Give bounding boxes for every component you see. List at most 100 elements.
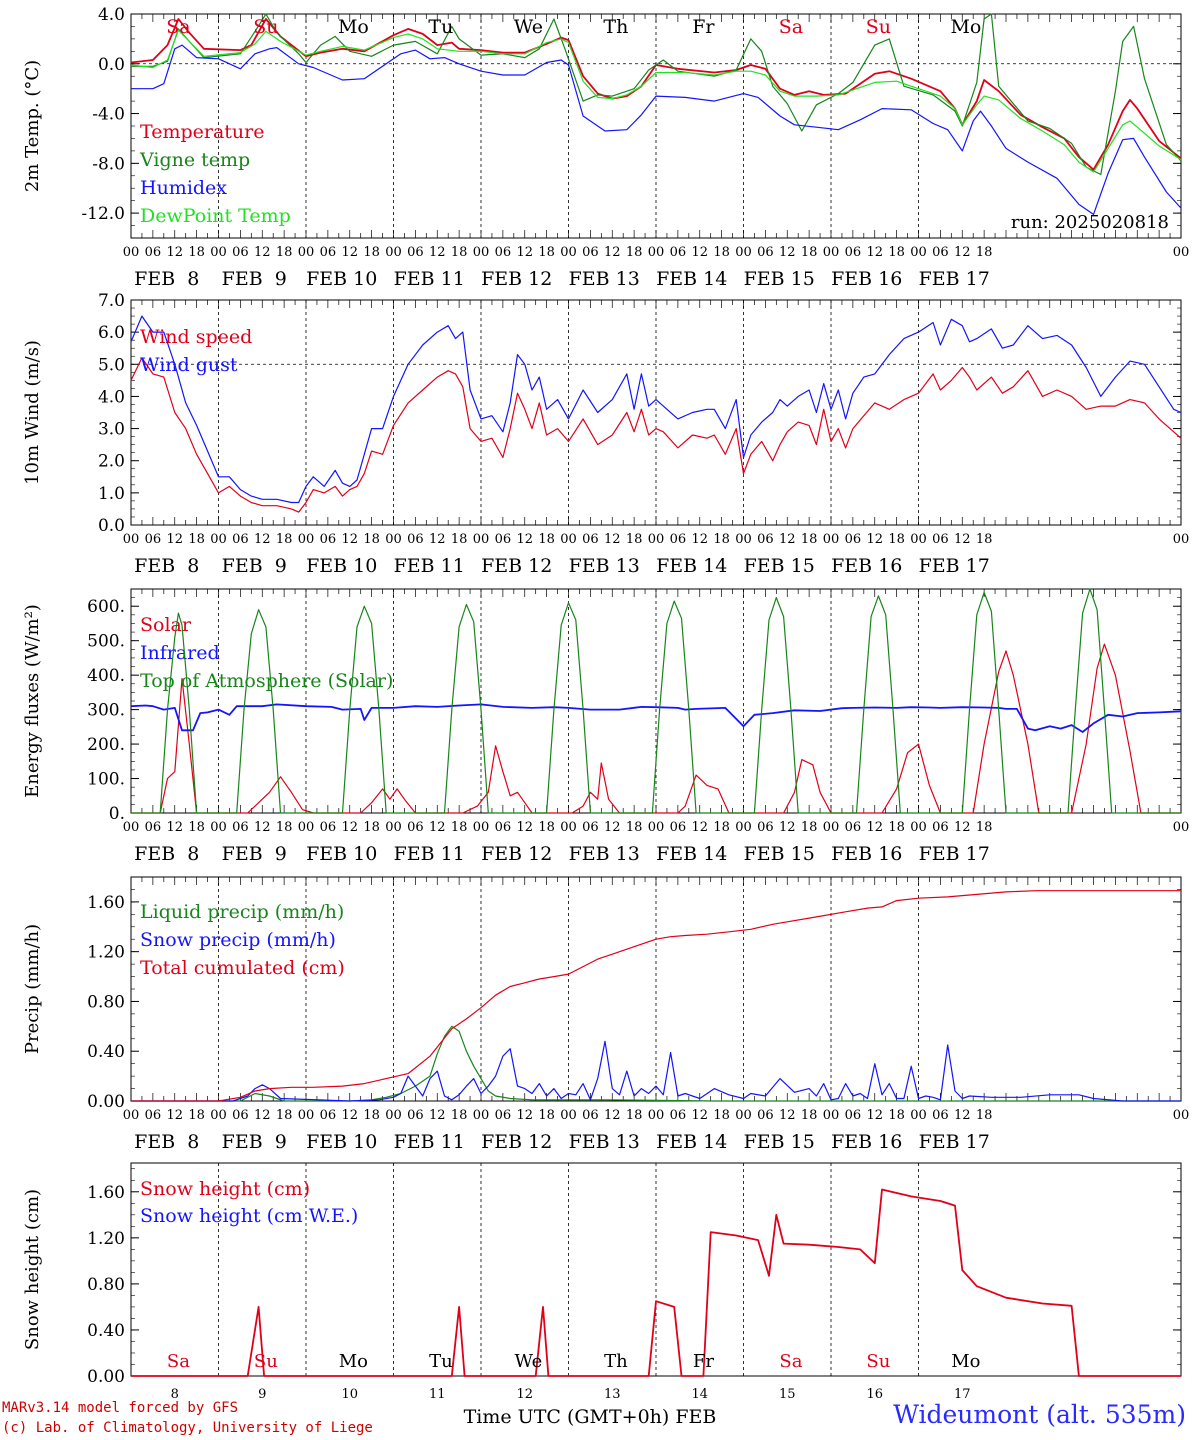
legend-entry: Liquid precip (mm/h) <box>140 901 344 923</box>
series-line-humidex <box>131 44 1182 215</box>
hour-tick-label: 18 <box>363 245 380 260</box>
hour-tick-label: 12 <box>866 532 883 547</box>
hour-tick-label: 00 <box>910 532 927 547</box>
y-tick-label: 200. <box>87 735 125 755</box>
hour-tick-label: 06 <box>232 820 249 835</box>
weekday-label: Th <box>603 16 628 38</box>
run-label: run: 2025020818 <box>1011 212 1169 233</box>
weekday-label: Mo <box>338 16 369 38</box>
hour-tick-label: 00 <box>648 245 665 260</box>
hour-tick-label: 06 <box>407 245 424 260</box>
hour-tick-label: 18 <box>888 820 905 835</box>
day-label: FEB 17 <box>919 843 990 865</box>
hour-tick-label: 18 <box>626 532 643 547</box>
y-tick-label: 1.20 <box>87 1229 125 1249</box>
hour-tick-label: 18 <box>451 1108 468 1123</box>
day-label: FEB 11 <box>394 555 465 577</box>
hour-tick-label: 18 <box>801 532 818 547</box>
day-label: FEB 13 <box>569 843 640 865</box>
y-tick-label: 3.0 <box>98 420 125 440</box>
weekday-label: Su <box>866 16 891 38</box>
day-label: FEB 15 <box>744 555 815 577</box>
hour-tick-label: 00 <box>210 532 227 547</box>
hour-tick-label: 06 <box>757 532 774 547</box>
hour-tick-label: 00 <box>823 820 840 835</box>
hour-tick-label: 00 <box>210 1108 227 1123</box>
legend-entry: Snow height (cm W.E.) <box>140 1205 358 1227</box>
day-label: FEB 11 <box>394 843 465 865</box>
day-number-label: 15 <box>779 1387 796 1402</box>
day-number-label: 8 <box>171 1387 179 1402</box>
series-line-dewpoint-temp <box>130 29 1182 173</box>
day-label: FEB 10 <box>306 555 377 577</box>
hour-tick-label: 00 <box>473 1108 490 1123</box>
hour-tick-label: 06 <box>670 820 687 835</box>
hour-tick-label: 00 <box>910 1108 927 1123</box>
y-tick-label: 500. <box>87 632 125 652</box>
hour-tick-label: 06 <box>932 820 949 835</box>
y-tick-label: 1.20 <box>87 943 125 963</box>
legend-entry: DewPoint Temp <box>140 205 291 227</box>
hour-tick-label: 06 <box>320 245 337 260</box>
hour-tick-label: 18 <box>538 1108 555 1123</box>
y-tick-label: 7.0 <box>98 291 125 311</box>
day-label: FEB 14 <box>656 843 727 865</box>
day-label: FEB 17 <box>919 1131 990 1153</box>
hour-tick-label: 00 <box>298 1108 315 1123</box>
hour-tick-label: 12 <box>866 820 883 835</box>
hour-tick-label: 06 <box>932 1108 949 1123</box>
hour-tick-label: 00 <box>298 532 315 547</box>
hour-tick-label: 00 <box>1173 820 1190 835</box>
day-label: FEB 12 <box>481 1131 552 1153</box>
hour-tick-label: 00 <box>473 820 490 835</box>
day-label: FEB 11 <box>394 1131 465 1153</box>
hour-tick-label: 00 <box>735 532 752 547</box>
hour-tick-label: 12 <box>254 1108 271 1123</box>
hour-tick-label: 00 <box>735 820 752 835</box>
hour-tick-label: 18 <box>363 532 380 547</box>
day-label: FEB 10 <box>306 268 377 290</box>
legend-entry: Infrared <box>140 642 220 664</box>
weekday-label: Th <box>604 1351 628 1372</box>
day-label: FEB 15 <box>744 1131 815 1153</box>
day-label: FEB 16 <box>831 555 902 577</box>
hour-tick-label: 00 <box>123 820 140 835</box>
hour-tick-label: 12 <box>516 820 533 835</box>
legend-entry: Humidex <box>140 177 227 199</box>
hour-tick-label: 12 <box>341 820 358 835</box>
hour-tick-label: 18 <box>188 532 205 547</box>
hour-tick-label: 00 <box>210 245 227 260</box>
hour-tick-label: 06 <box>145 1108 162 1123</box>
hour-tick-label: 06 <box>320 532 337 547</box>
hour-tick-label: 12 <box>691 245 708 260</box>
day-number-label: 14 <box>691 1387 708 1402</box>
legend-entry: Wind speed <box>140 326 252 348</box>
day-number-label: 10 <box>341 1387 358 1402</box>
hour-tick-label: 06 <box>320 1108 337 1123</box>
day-label: FEB 9 <box>222 268 287 290</box>
legend-entry: Snow height (cm) <box>140 1178 310 1200</box>
hour-tick-label: 06 <box>845 532 862 547</box>
hour-tick-label: 06 <box>232 245 249 260</box>
hour-tick-label: 00 <box>560 532 577 547</box>
hour-tick-label: 12 <box>429 1108 446 1123</box>
weekday-label: Tu <box>429 1351 453 1372</box>
hour-tick-label: 12 <box>166 532 183 547</box>
hour-tick-label: 18 <box>888 1108 905 1123</box>
day-label: FEB 16 <box>831 268 902 290</box>
y-tick-label: 0.00 <box>87 1092 125 1112</box>
hour-tick-label: 18 <box>276 1108 293 1123</box>
hour-tick-label: 00 <box>910 820 927 835</box>
weekday-label: Su <box>254 1351 278 1372</box>
hour-tick-label: 06 <box>582 245 599 260</box>
hour-tick-label: 18 <box>538 245 555 260</box>
weekday-label: Mo <box>951 1351 980 1372</box>
hour-tick-label: 12 <box>954 245 971 260</box>
hour-tick-label: 00 <box>1173 1108 1190 1123</box>
series-line-total-cumulated-cm- <box>131 890 1181 1102</box>
weekday-label: Mo <box>339 1351 368 1372</box>
hour-tick-label: 18 <box>713 1108 730 1123</box>
panel-2: 7.0 6.0 5.0 4.0 3.0 2.0 1.0 0.0 10m Wind (m/s) Wi… <box>22 291 1189 577</box>
hour-tick-label: 00 <box>385 1108 402 1123</box>
